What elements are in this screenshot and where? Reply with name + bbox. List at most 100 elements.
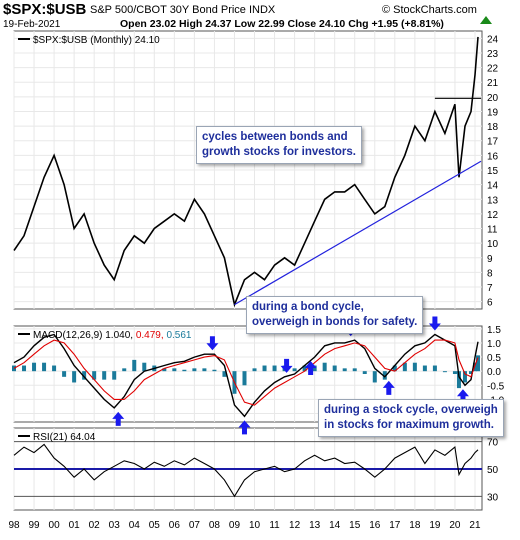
arrow-down-icon-3	[428, 316, 441, 331]
price-tick-14: 14	[487, 181, 499, 192]
x-label-99: 99	[28, 520, 40, 531]
rsi-tick-1: 50	[487, 465, 499, 476]
callout-bond-line-1: during a bond cycle,	[252, 301, 364, 313]
price-tick-18: 18	[487, 122, 499, 133]
macd-histogram-bar	[32, 362, 37, 372]
rsi-line	[13, 443, 479, 498]
arrow-up-icon-1	[238, 420, 251, 435]
x-label-09: 09	[229, 520, 241, 531]
arrow-up-icon-4	[456, 389, 469, 404]
macd-histogram-bar	[468, 371, 473, 374]
macd-histogram-bar	[52, 365, 57, 372]
x-label-07: 07	[189, 520, 201, 531]
macd-histogram-bar	[362, 371, 367, 374]
x-label-16: 16	[369, 520, 381, 531]
macd-histogram-bar	[392, 365, 397, 372]
panels: 6 7 8 9 10 11 12 13 14 15 16 17 18 19 20 21 22 23 24 1.5 1.0…	[8, 16, 505, 531]
x-label-00: 00	[49, 520, 61, 531]
x-label-05: 05	[149, 520, 161, 531]
x-label-08: 08	[209, 520, 221, 531]
x-label-13: 13	[309, 520, 321, 531]
price-tick-11: 11	[487, 225, 498, 236]
macd-histogram-bar	[262, 365, 267, 372]
macd-histogram-bar	[112, 371, 117, 380]
x-label-98: 98	[8, 520, 20, 531]
rsi-tick-0: 70	[487, 438, 499, 449]
macd-line	[13, 333, 479, 418]
callout-cycles: cycles between bonds and growth stocks f…	[196, 126, 363, 164]
x-label-14: 14	[329, 520, 341, 531]
x-label-03: 03	[109, 520, 121, 531]
macd-histogram-bar	[222, 371, 227, 377]
rsi-tick-2: 30	[487, 492, 499, 503]
macd-tick-3: 0.0	[487, 367, 501, 378]
change-up-icon	[480, 16, 492, 24]
symbol-title: $SPX:$USB	[3, 1, 87, 18]
callout-cycles-line-1: cycles between bonds and	[202, 131, 348, 143]
price-tick-8: 8	[487, 268, 493, 279]
macd-tick-0: 1.5	[487, 325, 501, 336]
price-legend: $SPX:$USB (Monthly) 24.10	[33, 35, 160, 46]
macd-histogram-bar	[142, 362, 147, 372]
price-tick-24: 24	[487, 34, 499, 45]
arrow-down-icon-1	[280, 358, 293, 373]
macd-tick-2: 0.5	[487, 353, 501, 364]
x-label-06: 06	[169, 520, 181, 531]
macd-histogram-bar	[302, 365, 307, 372]
macd-histogram-bar	[172, 368, 177, 372]
price-tick-23: 23	[487, 49, 499, 60]
x-label-10: 10	[249, 520, 261, 531]
x-label-19: 19	[429, 520, 441, 531]
macd-histogram-bar	[192, 368, 197, 372]
macd-histogram-bar	[242, 371, 247, 386]
x-label-20: 20	[449, 520, 461, 531]
x-label-15: 15	[349, 520, 361, 531]
macd-histogram-bar	[342, 368, 347, 372]
macd-histogram-bar	[162, 368, 167, 372]
price-tick-22: 22	[487, 64, 499, 75]
price-tick-7: 7	[487, 283, 493, 294]
macd-histogram-bar	[82, 371, 87, 380]
arrow-up-icon-0	[112, 411, 125, 426]
symbol-description: S&P 500/CBOT 30Y Bond Price INDX	[90, 4, 276, 16]
price-tick-10: 10	[487, 239, 499, 250]
source-label: © StockCharts.com	[382, 4, 477, 16]
price-tick-16: 16	[487, 151, 499, 162]
price-tick-6: 6	[487, 298, 493, 309]
callout-stock-line-2: in stocks for maximum growth.	[324, 419, 494, 431]
macd-histogram-bar	[132, 359, 137, 372]
macd-histogram-bar	[332, 365, 337, 372]
macd-histogram-bar	[372, 371, 377, 383]
price-tick-15: 15	[487, 166, 499, 177]
macd-histogram-bar	[72, 371, 77, 383]
rsi-legend: RSI(21) 64.04	[33, 432, 96, 443]
ohlc-label: Open 23.02 High 24.37 Low 22.99 Close 24…	[120, 18, 444, 30]
price-tick-13: 13	[487, 195, 499, 206]
macd-histogram-bar	[352, 368, 357, 372]
x-label-04: 04	[129, 520, 141, 531]
macd-histogram-bar	[312, 365, 317, 372]
price-tick-21: 21	[487, 78, 499, 89]
callout-bond-cycle: during a bond cycle, overweigh in bonds …	[246, 296, 424, 334]
macd-histogram-bar	[475, 355, 480, 372]
x-label-21: 21	[469, 520, 481, 531]
macd-histogram-bar	[252, 368, 257, 372]
callout-bond-line-2: overweigh in bonds for safety.	[252, 316, 418, 328]
x-label-01: 01	[69, 520, 81, 531]
macd-signal-line	[13, 339, 479, 406]
macd-histogram-bar	[122, 368, 127, 372]
macd-histogram-bar	[102, 371, 107, 380]
arrow-down-icon-0	[206, 336, 219, 351]
price-tick-12: 12	[487, 210, 499, 221]
macd-tick-4: -0.5	[487, 381, 505, 392]
macd-histogram-bar	[202, 368, 207, 372]
macd-histogram-bar	[272, 365, 277, 372]
macd-histogram-bar	[442, 371, 447, 373]
macd-histogram-bar	[182, 369, 187, 372]
macd-histogram-bar	[62, 371, 67, 377]
date-label: 19-Feb-2021	[3, 19, 61, 30]
price-line	[13, 36, 479, 308]
callout-stock-line-1: during a stock cycle, overweigh	[324, 404, 498, 416]
price-tick-9: 9	[487, 254, 493, 265]
